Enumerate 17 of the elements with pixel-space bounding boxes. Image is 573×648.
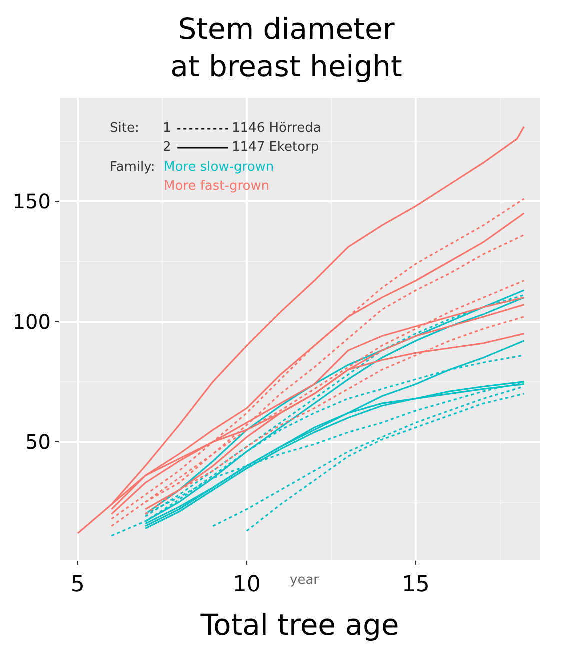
annotation: More fast-grown xyxy=(164,179,270,194)
annotation: Family: xyxy=(110,160,156,175)
x-axis-title: Total tree age xyxy=(200,608,400,642)
x-tick-label: 15 xyxy=(402,572,430,598)
annotation: More slow-grown xyxy=(164,160,274,175)
y-tick-label: 50 xyxy=(26,430,51,454)
y-tick-label: 150 xyxy=(12,189,51,214)
annotation: 1147 Eketorp xyxy=(232,140,320,155)
annotation: Site: xyxy=(110,121,140,136)
x-tick-label: 10 xyxy=(232,572,261,598)
chart-title: Stem diameter at breast height xyxy=(170,12,402,84)
text: year xyxy=(290,573,320,588)
annotation: 1146 Hörreda xyxy=(232,121,322,136)
annotation: 2 xyxy=(163,140,172,155)
y-tick-label: 100 xyxy=(12,310,51,334)
annotation: 1 xyxy=(163,121,172,136)
x-tick-label: 5 xyxy=(70,572,85,598)
